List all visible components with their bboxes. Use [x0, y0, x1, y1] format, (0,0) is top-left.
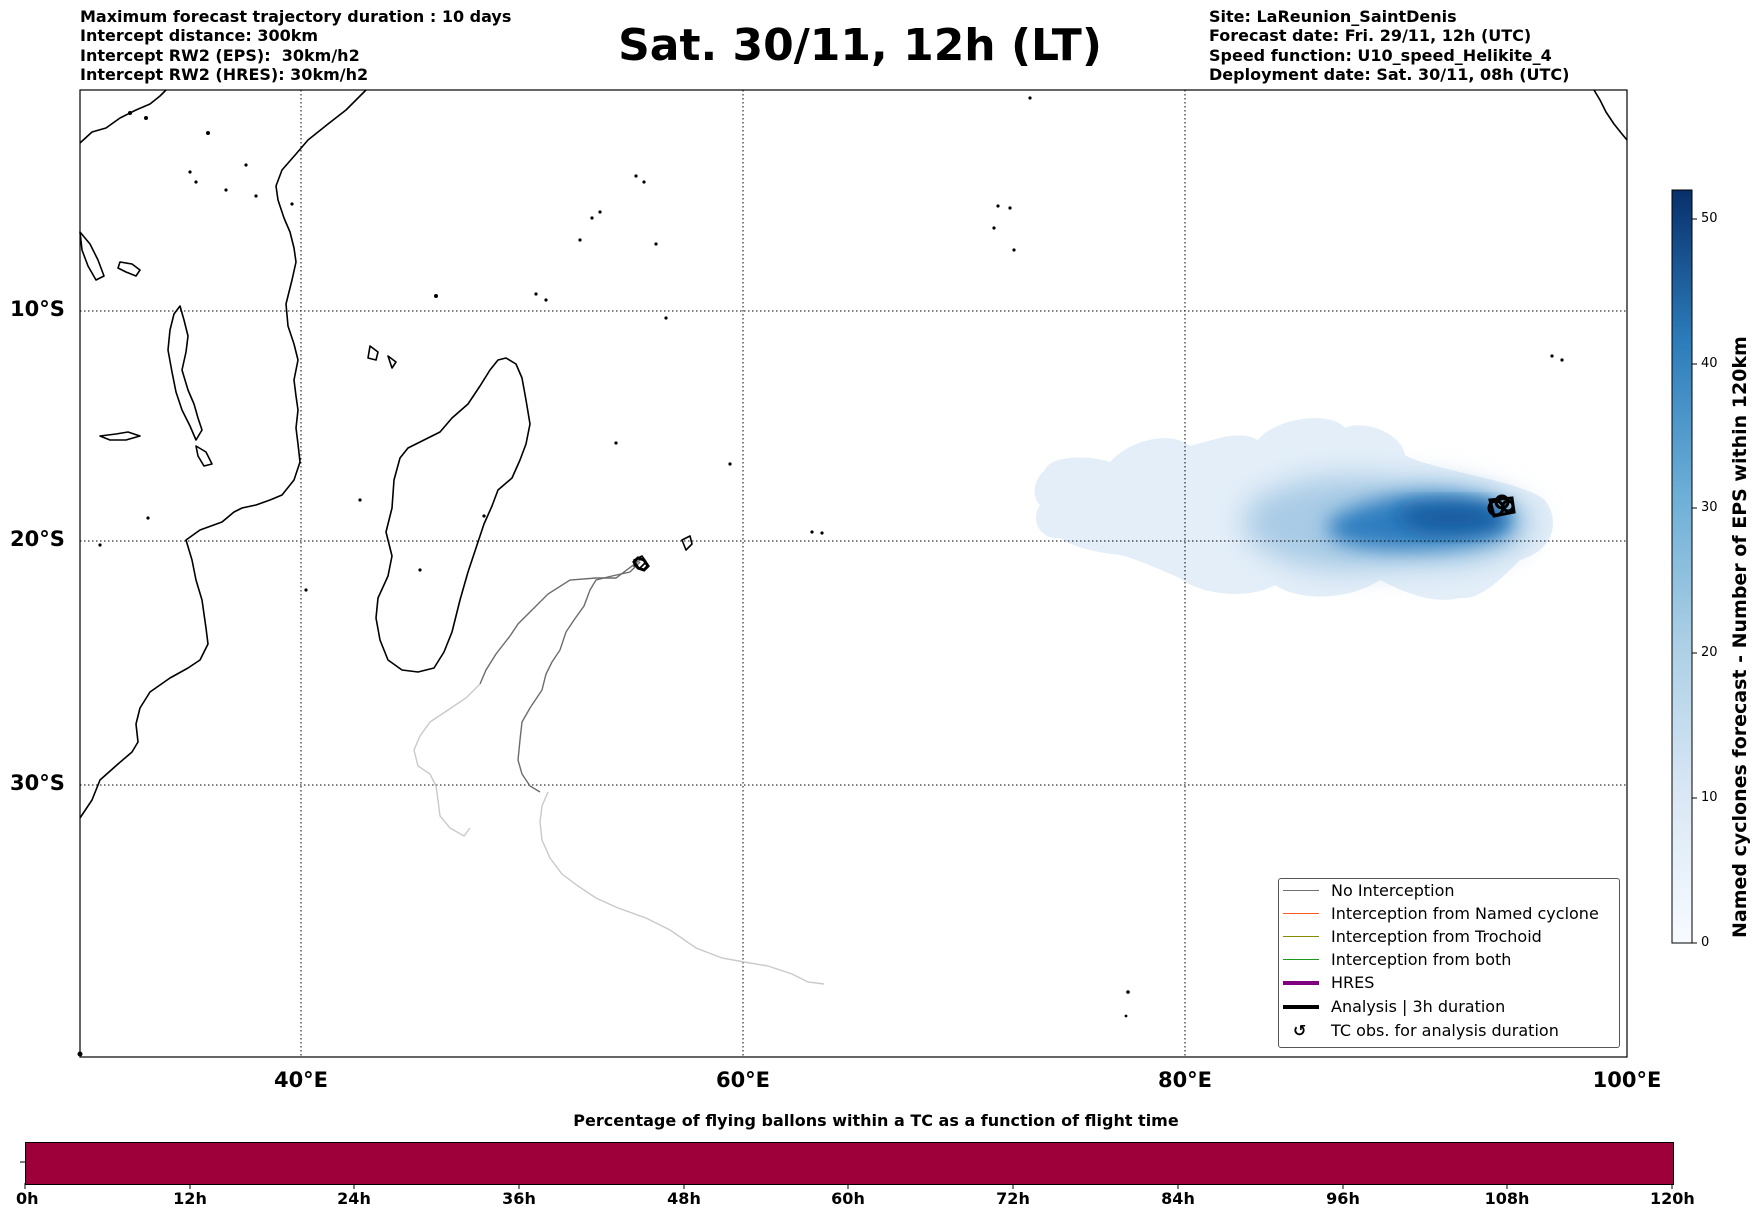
time-bar-tick-label: 108h: [1484, 1189, 1530, 1208]
legend-line-sample: [1283, 890, 1319, 891]
header-right-line: Speed function: U10_speed_Helikite_4: [1209, 46, 1552, 65]
lon-label-40e: 40°E: [273, 1068, 329, 1092]
map-frame: [79, 89, 1628, 1058]
time-bar-tick-label: 24h: [337, 1189, 371, 1208]
island-small-3: [387, 355, 397, 369]
seychelles-bank: [117, 261, 141, 277]
tanzania-islands: [99, 431, 141, 441]
lon-label-80e: 80°E: [1157, 1068, 1213, 1092]
header-left-line: Maximum forecast trajectory duration : 1…: [80, 7, 512, 26]
legend-line-sample: [1283, 981, 1319, 985]
legend-item-trochoid: Interception from Trochoid: [1279, 926, 1619, 948]
lat-label-10s: 10°S: [10, 297, 65, 321]
lat-label-30s: 30°S: [10, 771, 65, 795]
colorbar-tick-label: 10: [1701, 790, 1718, 805]
colorbar-tick-label: 50: [1701, 211, 1718, 226]
time-bar-tick-label: 72h: [996, 1189, 1030, 1208]
lon-label-100e: 100°E: [1592, 1068, 1662, 1092]
balloon-trajectories: [413, 556, 825, 985]
colorbar-tick-marks: [1692, 218, 1697, 944]
page-title: Sat. 30/11, 12h (LT): [618, 20, 1102, 71]
tc-obs-icon: ↺: [1293, 1021, 1307, 1040]
header-right-line: Forecast date: Fri. 29/11, 12h (UTC): [1209, 26, 1532, 45]
colorbar-title: Named cyclones forecast - Number of EPS …: [1729, 336, 1751, 938]
colorbar-tick-label: 40: [1701, 356, 1718, 371]
time-bar: [25, 1142, 1674, 1185]
colorbar-gradient: [1671, 189, 1693, 944]
time-bar-tick-label: 48h: [667, 1189, 701, 1208]
legend-label: Interception from Trochoid: [1331, 927, 1542, 946]
colorbar-tick-label: 20: [1701, 645, 1718, 660]
trajectory-no-interception: [479, 559, 641, 685]
header-right-line: Site: LaReunion_SaintDenis: [1209, 7, 1457, 26]
trajectory-no-interception-late: [539, 791, 825, 985]
sri-lanka: [1593, 89, 1628, 141]
island-small-1: [79, 231, 105, 281]
legend-label: Interception from both: [1331, 950, 1512, 969]
lon-label-60e: 60°E: [715, 1068, 771, 1092]
trajectory-no-interception-late: [413, 683, 481, 837]
island-small-4: [195, 445, 213, 467]
legend-label: Interception from Named cyclone: [1331, 904, 1599, 923]
analysis-track: [632, 556, 650, 572]
legend-line-sample: [1283, 913, 1319, 914]
header-left-line: Intercept RW2 (HRES): 30km/h2: [80, 65, 369, 84]
legend-line-sample: [1283, 1005, 1319, 1009]
time-bar-tick-label: 96h: [1326, 1189, 1360, 1208]
lat-label-20s: 20°S: [10, 527, 65, 551]
mauritius-island: [681, 535, 693, 551]
legend-item-tc-obs: ↺ TC obs. for analysis duration: [1279, 1020, 1619, 1042]
legend-label: No Interception: [1331, 881, 1455, 900]
time-bar-tick-label: 84h: [1161, 1189, 1195, 1208]
comoros-island: [167, 305, 203, 441]
time-bar-tick-label: 0h: [16, 1189, 39, 1208]
africa-coastline: [79, 89, 367, 819]
time-bar-tick-label: 12h: [173, 1189, 207, 1208]
legend-item-analysis: Analysis | 3h duration: [1279, 996, 1619, 1018]
legend-label: Analysis | 3h duration: [1331, 997, 1506, 1016]
legend-item-both: Interception from both: [1279, 949, 1619, 971]
madagascar-coastline: [375, 357, 531, 673]
density-level-core: [1395, 503, 1506, 533]
cyclone-density-field: [1034, 418, 1553, 600]
trajectory-no-interception: [517, 561, 641, 793]
legend-label: HRES: [1331, 973, 1375, 992]
time-bar-tick-label: 120h: [1650, 1189, 1695, 1208]
legend-line-sample: [1283, 959, 1319, 960]
header-left-line: Intercept distance: 300km: [80, 26, 319, 45]
legend-item-named-cyclone: Interception from Named cyclone: [1279, 903, 1619, 925]
legend-label: TC obs. for analysis duration: [1331, 1021, 1559, 1040]
tc-observation-cluster: [1487, 494, 1516, 518]
header-left-line: Intercept RW2 (EPS): 30km/h2: [80, 46, 360, 65]
atolls: [77, 96, 1564, 1057]
colorbar-tick-label: 30: [1701, 500, 1718, 515]
somalia-horn: [79, 89, 167, 144]
legend-item-hres: HRES: [1279, 972, 1619, 994]
time-bar-tick-label: 60h: [831, 1189, 865, 1208]
island-small-2: [367, 345, 379, 361]
header-right-line: Deployment date: Sat. 30/11, 08h (UTC): [1209, 65, 1570, 84]
time-bar-title: Percentage of flying ballons within a TC…: [573, 1111, 1179, 1130]
colorbar-tick-label: 0: [1701, 935, 1710, 950]
coastlines: [79, 89, 1628, 819]
legend-item-no-interception: No Interception: [1279, 880, 1619, 902]
graticule: [80, 90, 1627, 1057]
time-bar-tick-label: 36h: [502, 1189, 536, 1208]
legend: No Interception Interception from Named …: [1278, 878, 1620, 1048]
legend-line-sample: [1283, 936, 1319, 937]
